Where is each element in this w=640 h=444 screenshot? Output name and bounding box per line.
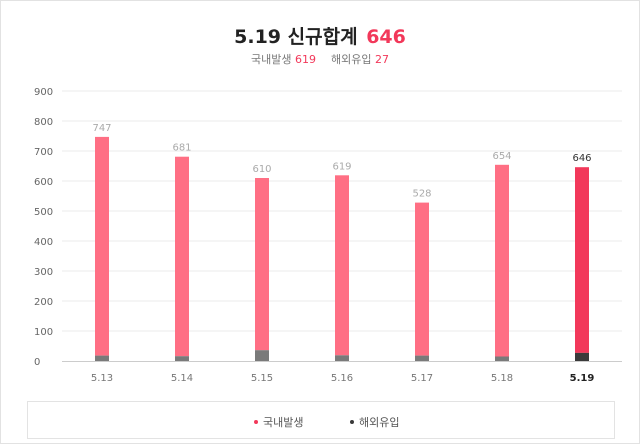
bar-domestic <box>415 202 429 356</box>
bar-domestic <box>335 175 349 356</box>
y-tick-label: 400 <box>34 237 53 248</box>
data-label-total: 619 <box>332 161 351 172</box>
legend: 국내발생 해외유입 <box>27 401 615 439</box>
bar-domestic <box>95 136 109 356</box>
bar-imported <box>95 355 109 361</box>
x-tick-label: 5.14 <box>171 373 193 384</box>
x-tick-label: 5.16 <box>331 373 353 384</box>
x-tick-label: 5.19 <box>570 373 595 384</box>
data-label-total: 681 <box>172 143 191 154</box>
title-label: 신규합계 <box>287 26 358 48</box>
y-tick-label: 700 <box>34 147 53 158</box>
bar-imported <box>575 352 589 361</box>
subtitle-domestic-label: 국내발생 <box>251 53 292 66</box>
y-tick-label: 600 <box>34 177 53 188</box>
legend-item-imported[interactable]: 해외유입 <box>350 414 399 430</box>
subtitle-domestic-value: 619 <box>295 53 316 66</box>
y-tick-label: 500 <box>34 207 53 218</box>
bar-chart: 0 100 200 300 400 500 600 700 800 900 747 5.13 681 5.… <box>34 87 622 384</box>
legend-imported-label: 해외유입 <box>359 416 400 429</box>
data-label-total: 646 <box>572 153 591 164</box>
bar-domestic <box>575 167 589 353</box>
data-label-total: 610 <box>252 164 271 175</box>
y-tick-label: 100 <box>34 327 53 338</box>
y-tick-label: 300 <box>34 267 53 278</box>
title-date: 5.19 <box>234 26 282 48</box>
bar-domestic <box>175 156 189 357</box>
bar-imported <box>415 355 429 361</box>
data-label-total: 528 <box>412 189 431 200</box>
legend-item-domestic[interactable]: 국내발생 <box>254 414 303 430</box>
y-tick-label: 800 <box>34 117 53 128</box>
x-tick-label: 5.13 <box>91 373 113 384</box>
subtitle: 국내발생 619 해외유입 27 <box>0 51 640 67</box>
bar-imported <box>335 355 349 361</box>
bar-imported <box>255 350 269 361</box>
data-label-total: 747 <box>92 123 111 134</box>
legend-domestic-label: 국내발생 <box>263 416 304 429</box>
bar-imported <box>495 356 509 361</box>
legend-domestic-dot <box>254 420 258 424</box>
x-tick-label: 5.18 <box>491 373 513 384</box>
y-tick-label: 0 <box>34 357 40 368</box>
page-title: 5.19 신규합계 646 <box>0 22 640 49</box>
bar-domestic <box>495 164 509 357</box>
y-tick-label: 200 <box>34 297 53 308</box>
subtitle-imported-label: 해외유입 <box>331 53 372 66</box>
x-tick-label: 5.17 <box>411 373 433 384</box>
x-tick-label: 5.15 <box>251 373 273 384</box>
y-tick-label: 900 <box>34 87 53 98</box>
subtitle-imported-value: 27 <box>374 53 389 66</box>
legend-imported-dot <box>350 420 354 424</box>
data-label-total: 654 <box>492 151 511 162</box>
title-total: 646 <box>366 26 406 48</box>
bar-imported <box>175 356 189 361</box>
bar-domestic <box>255 178 269 351</box>
